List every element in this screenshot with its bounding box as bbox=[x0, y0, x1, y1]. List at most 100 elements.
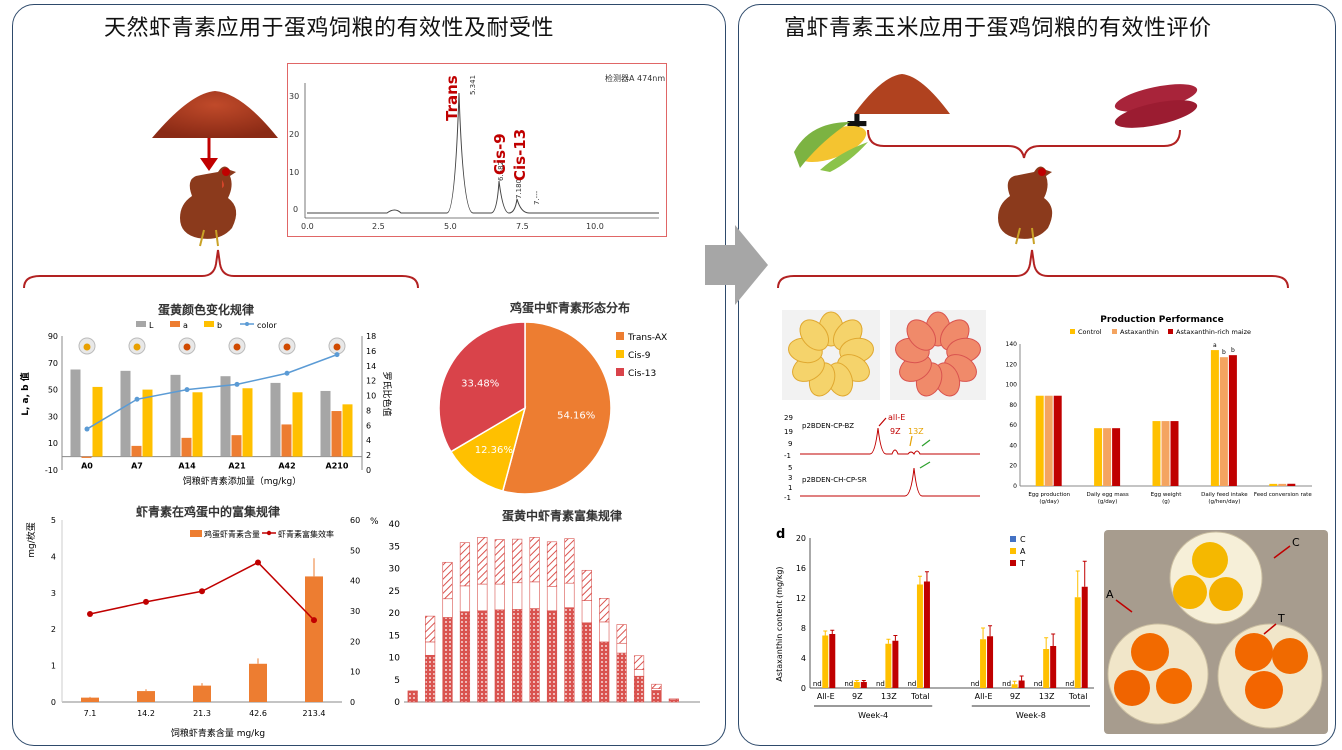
chart3-efficiency-point bbox=[87, 611, 93, 618]
chart5-bar bbox=[1210, 350, 1219, 486]
hplc-label-cis9: Cis-9 bbox=[491, 133, 509, 175]
egg-yolk-icon bbox=[83, 343, 91, 351]
chart5-ytick: 120 bbox=[1006, 361, 1018, 368]
chart1-y2tick: 12 bbox=[366, 377, 376, 386]
chart4-bar-bottom bbox=[459, 611, 471, 703]
chart4-ytick: 15 bbox=[389, 631, 400, 641]
chart4-bar-bottom bbox=[599, 641, 610, 703]
chart6-group-label: Week-4 bbox=[858, 711, 888, 720]
hen-image-right bbox=[998, 166, 1053, 245]
chart6-legend-a: A bbox=[1020, 547, 1026, 556]
chart6-bar bbox=[916, 584, 923, 688]
chart6-ytick: 20 bbox=[796, 534, 806, 543]
chart6-bar bbox=[1050, 646, 1057, 688]
yolk-color-chart: 蛋黄颜色变化规律 L a b color L, a, b 值 罗氏比色值 饲粮虾… bbox=[19, 302, 393, 487]
chart4-ytick: 5 bbox=[394, 676, 400, 686]
chart1-bar-a bbox=[131, 445, 142, 457]
chart4-bar-bottom bbox=[651, 690, 662, 703]
chart3-y2tick: 20 bbox=[350, 637, 360, 646]
chart1-bar-b bbox=[142, 389, 153, 457]
chart1-bar-a bbox=[181, 437, 192, 457]
chart4-ytick: 35 bbox=[389, 542, 400, 552]
hplc-chart-frame bbox=[287, 63, 667, 237]
chart6-ytick: 16 bbox=[796, 564, 806, 573]
chart4-bar-middle bbox=[425, 641, 436, 656]
chart5-xtick-unit: (g/hen/day) bbox=[1208, 499, 1240, 505]
chart6-bar bbox=[923, 581, 930, 688]
hplc-ytick: 0 bbox=[293, 205, 298, 214]
chart2-legend-cis9: Cis-9 bbox=[628, 351, 651, 361]
chart4-bar-top bbox=[633, 655, 645, 670]
chart1-bar-L bbox=[170, 374, 181, 457]
hen-image bbox=[180, 166, 237, 247]
chart4-bar-bottom bbox=[616, 652, 627, 703]
chart3-xtick: 14.2 bbox=[137, 709, 155, 718]
chart1-bar-a bbox=[231, 435, 242, 457]
chart4-bar-top bbox=[529, 537, 540, 583]
chart3-efficiency-point bbox=[199, 588, 205, 595]
chart4-ytick: 40 bbox=[389, 520, 401, 530]
chart3-efficiency-point bbox=[311, 617, 317, 624]
chrom-ytick: 1 bbox=[788, 484, 792, 492]
hplc-trace bbox=[307, 92, 659, 214]
yellow-corn-image bbox=[794, 122, 868, 172]
chart4-bar-middle bbox=[546, 586, 558, 612]
astaxanthin-content-chart: d Astaxanthin content (mg/kg) C A T 0 4 8 1… bbox=[775, 527, 1094, 720]
egg-label-a: A bbox=[1106, 588, 1114, 601]
chart6-bar bbox=[822, 635, 829, 688]
chart5-bar bbox=[1219, 357, 1228, 486]
chart6-xtick: All-E bbox=[975, 692, 993, 701]
chart6-xtick: 13Z bbox=[881, 692, 897, 701]
chart4-ytick: 0 bbox=[394, 698, 400, 708]
chart1-bar-b bbox=[292, 392, 303, 457]
chart4-bar-bottom bbox=[477, 610, 488, 703]
hplc-label-trans: Trans bbox=[443, 75, 461, 121]
chrom-ytick: 9 bbox=[788, 440, 792, 448]
chart4-bar-bottom bbox=[633, 675, 645, 703]
chart3-legend-line: 虾青素富集效率 bbox=[278, 529, 334, 539]
chart4-bar-bottom bbox=[512, 609, 523, 703]
flow-arrow bbox=[705, 225, 768, 305]
chart3-ytick: 3 bbox=[51, 589, 56, 598]
chart4-bar-top bbox=[651, 683, 662, 689]
kernel bbox=[906, 319, 937, 351]
chart5-ytick: 100 bbox=[1006, 382, 1018, 389]
chart1-color-point bbox=[234, 381, 240, 387]
pie-slice bbox=[449, 406, 527, 492]
chart4-bar-top bbox=[494, 539, 505, 585]
chart4-bar-top bbox=[564, 538, 575, 584]
chart4-bar-top bbox=[425, 615, 436, 643]
chart4-bar-top bbox=[668, 698, 679, 701]
hplc-detector-label: 检测器A 474nm bbox=[605, 73, 665, 83]
chart6-bar bbox=[1043, 649, 1050, 688]
chart6-bar bbox=[1011, 684, 1018, 688]
chart1-bar-L bbox=[270, 382, 281, 457]
kernel bbox=[799, 319, 830, 351]
chrom-ytick: 29 bbox=[784, 414, 793, 422]
chart1-xlabel: 饲粮虾青素添加量（mg/kg） bbox=[183, 475, 301, 487]
production-performance-chart: Production Performance Control Astaxanth… bbox=[1006, 315, 1313, 505]
chart5-bar bbox=[1161, 421, 1170, 486]
egg-yolk-icon bbox=[183, 343, 191, 351]
chart4-bar-top bbox=[442, 561, 453, 600]
chart5-ytick: 60 bbox=[1009, 422, 1017, 429]
chart3-bar bbox=[305, 576, 323, 702]
chart1-y2tick: 6 bbox=[366, 421, 371, 430]
chart6-nd-label: nd bbox=[1034, 680, 1043, 688]
egg-yolk-icon bbox=[233, 343, 241, 351]
chart3-ylabel: mg/枚蛋 bbox=[25, 522, 37, 558]
chart6-nd-label: nd bbox=[971, 680, 980, 688]
chrom-peak-13z: 13Z bbox=[908, 427, 924, 436]
chart5-legend-asta: Astaxanthin bbox=[1120, 328, 1159, 336]
chart1-xtick: A7 bbox=[131, 462, 143, 471]
chart5-xtick: Egg weight bbox=[1151, 492, 1183, 498]
chart3-y2tick: 60 bbox=[350, 516, 360, 525]
chart4-bar-middle bbox=[442, 598, 453, 618]
chart1-legend-l: L bbox=[149, 321, 154, 330]
hplc-ytick: 30 bbox=[289, 92, 299, 101]
chart4-ytick: 10 bbox=[389, 654, 401, 664]
chart1-bar-a bbox=[281, 424, 292, 457]
hplc-peak-time: 7.180 bbox=[515, 179, 523, 199]
chart4-bar-top bbox=[599, 598, 610, 623]
chart4-bar-bottom bbox=[529, 608, 540, 703]
